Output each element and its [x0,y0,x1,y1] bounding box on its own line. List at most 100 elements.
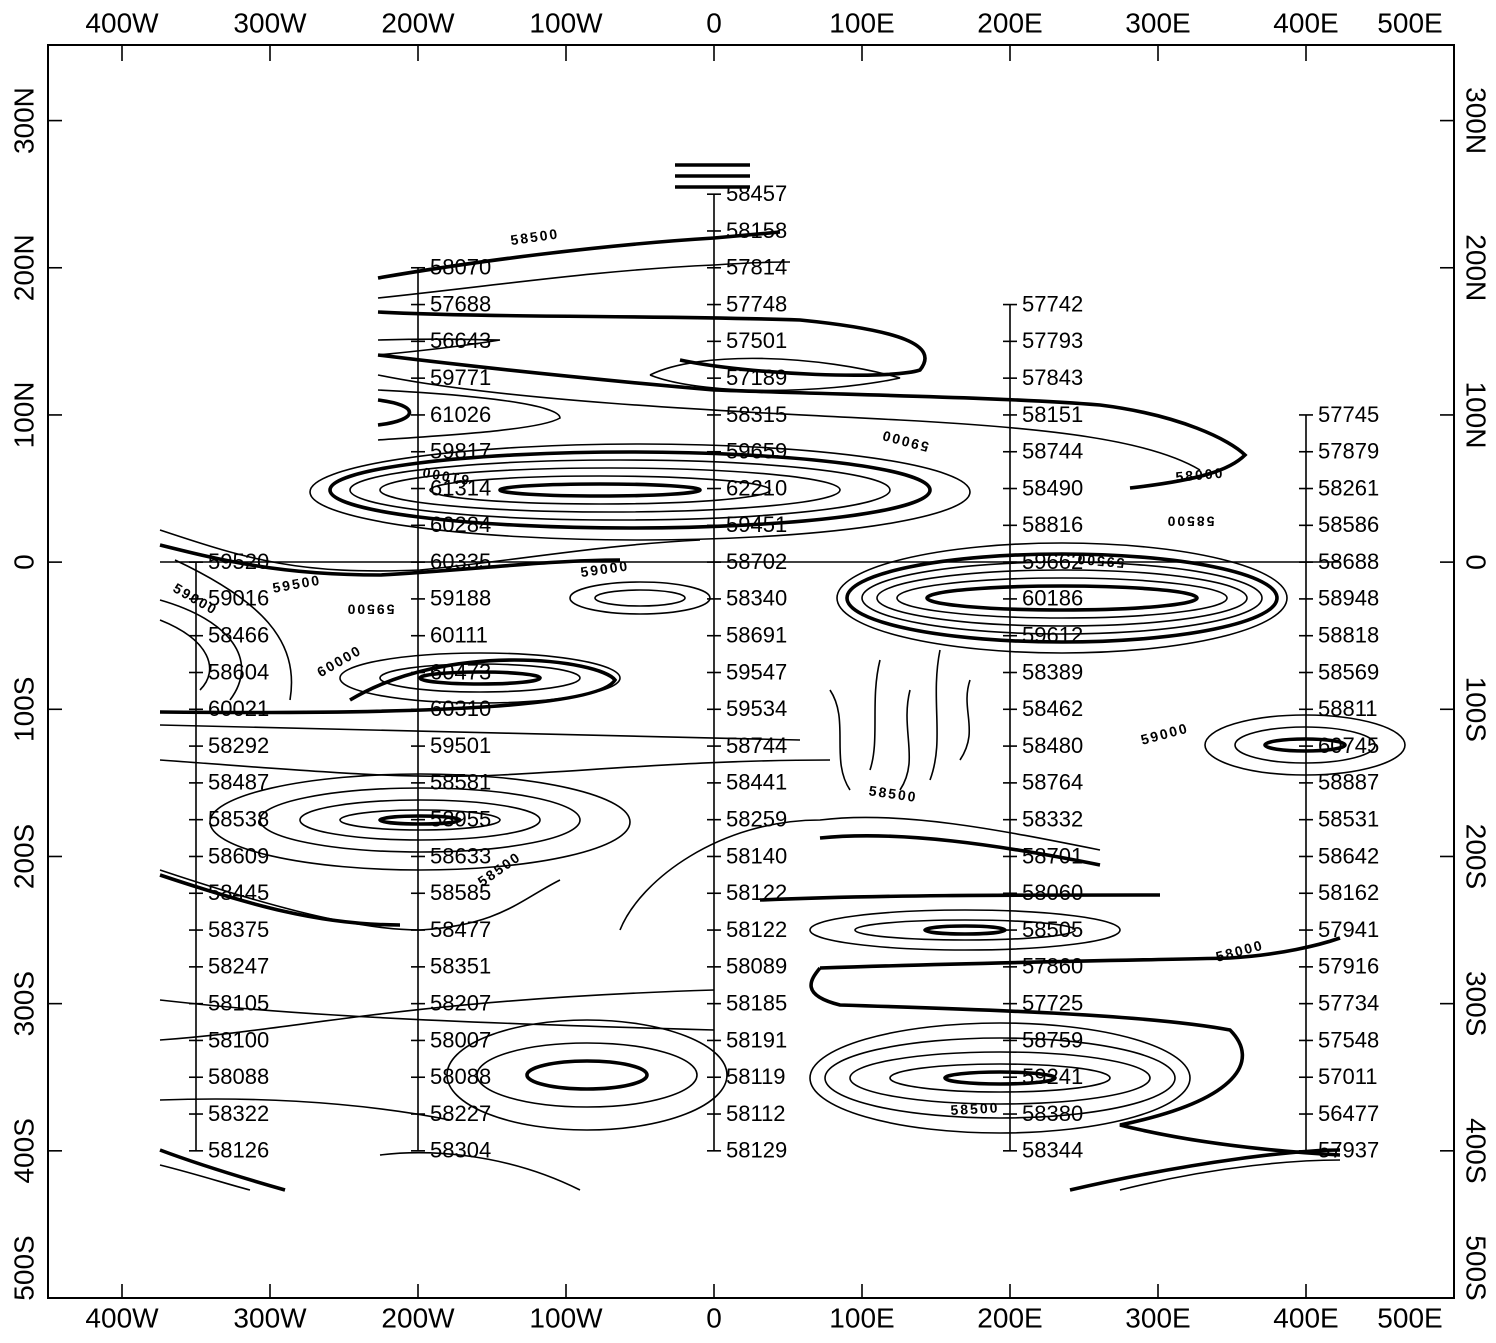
x-tick-label: 200E [977,1302,1042,1333]
contour-label: 59000 [1139,720,1190,748]
x-tick-label: 500E [1377,7,1442,38]
station-value: 58207 [430,990,491,1015]
contour-label: 58500 [950,1099,1000,1118]
x-tick-label: 200E [977,7,1042,38]
station-value: 58445 [208,880,269,905]
x-tick-label: 500E [1377,1302,1442,1333]
station-value: 60745 [1318,733,1379,758]
y-tick-label: 400S [8,1118,39,1183]
y-tick-label: 100N [8,381,39,448]
y-tick-label: 400S [1461,1118,1492,1183]
station-value: 56477 [1318,1101,1379,1126]
y-tick-label: 200N [1461,234,1492,301]
x-tick-label: 100W [529,7,603,38]
y-tick-label: 300N [8,87,39,154]
station-value: 58375 [208,917,269,942]
station-value: 58702 [726,549,787,574]
station-value: 59241 [1022,1064,1083,1089]
station-value: 58569 [1318,659,1379,684]
station-value: 58701 [1022,843,1083,868]
station-value: 59520 [208,549,269,574]
station-value: 58490 [1022,475,1083,500]
y-tick-label: 100N [1461,381,1492,448]
station-value: 56643 [430,328,491,353]
station-value: 57501 [726,328,787,353]
station-value: 58505 [1022,917,1083,942]
station-value: 59534 [726,696,787,721]
station-value: 58112 [726,1101,786,1126]
station-value: 59659 [726,439,787,464]
contour-label: 59500 [346,601,395,617]
station-value: 58227 [430,1101,491,1126]
station-value: 58351 [430,954,491,979]
station-value: 58811 [1318,696,1378,721]
station-value: 58759 [1022,1027,1083,1052]
station-value: 58585 [430,880,491,905]
station-value: 58322 [208,1101,269,1126]
station-value: 59662 [1022,549,1083,574]
station-value: 58480 [1022,733,1083,758]
station-value: 58259 [726,806,787,831]
y-tick-label: 100S [1461,677,1492,742]
station-value: 62210 [726,475,787,500]
station-value: 58955 [430,806,491,831]
x-tick-label: 200W [381,7,455,38]
station-value: 58007 [430,1027,491,1052]
station-value: 58466 [208,623,269,648]
station-value: 58247 [208,954,269,979]
y-tick-label: 200N [8,234,39,301]
station-value: 57843 [1022,365,1083,390]
station-value: 60186 [1022,586,1083,611]
station-value: 58586 [1318,512,1379,537]
station-value: 58340 [726,586,787,611]
contour-label: 58500 [509,225,560,248]
station-value: 59188 [430,586,491,611]
station-value: 57189 [726,365,787,390]
station-value: 57814 [726,255,787,280]
station-value: 57742 [1022,291,1083,316]
contour-label: 58500 [868,782,919,805]
x-tick-label: 200W [381,1302,455,1333]
station-value: 58462 [1022,696,1083,721]
station-value: 60310 [430,696,491,721]
contour-label: 58000 [1175,465,1225,485]
station-value: 59817 [430,439,491,464]
station-value: 58151 [1022,402,1083,427]
station-value: 59612 [1022,623,1083,648]
station-value: 58688 [1318,549,1379,574]
y-tick-label: 500S [8,1235,39,1300]
x-tick-label: 100E [829,1302,894,1333]
station-value: 58185 [726,990,787,1015]
x-tick-label: 0 [706,7,722,38]
y-tick-label: 0 [1461,554,1492,570]
contour-label: 59000 [579,557,630,580]
station-value: 57879 [1318,439,1379,464]
y-tick-label: 300N [1461,87,1492,154]
y-tick-label: 100S [8,677,39,742]
station-value: 60284 [430,512,491,537]
station-value: 60335 [430,549,491,574]
station-value: 58140 [726,843,787,868]
station-value: 60111 [430,623,488,648]
x-tick-label: 300E [1125,1302,1190,1333]
station-value: 58477 [430,917,491,942]
station-value: 57734 [1318,990,1379,1015]
station-value: 61026 [430,402,491,427]
station-value: 60473 [430,659,491,684]
station-value: 58088 [430,1064,491,1089]
contour-label: 59500 [271,572,322,596]
station-value: 58088 [208,1064,269,1089]
x-tick-label: 0 [706,1302,722,1333]
station-value: 58816 [1022,512,1083,537]
station-value: 58344 [1022,1138,1083,1163]
x-tick-label: 300W [233,1302,307,1333]
station-value: 58191 [726,1027,787,1052]
station-value: 57748 [726,291,787,316]
station-value: 58538 [208,806,269,831]
station-value: 58642 [1318,843,1379,868]
x-tick-label: 100W [529,1302,603,1333]
station-value: 58105 [208,990,269,1015]
x-tick-label: 400E [1273,1302,1338,1333]
station-value: 57860 [1022,954,1083,979]
